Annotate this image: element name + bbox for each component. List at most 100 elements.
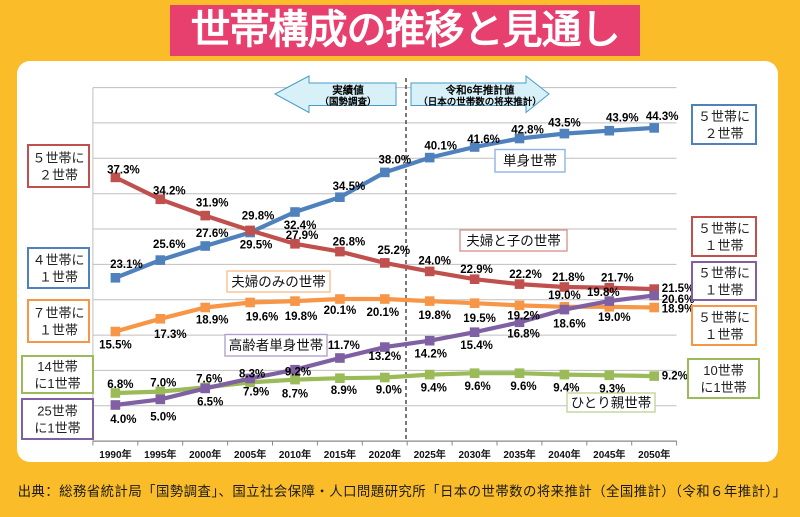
svg-text:7.0%: 7.0% [150, 378, 176, 390]
svg-text:2030年: 2030年 [458, 448, 490, 461]
svg-text:25.6%: 25.6% [153, 239, 186, 251]
svg-text:25.2%: 25.2% [377, 245, 410, 257]
svg-text:18.6%: 18.6% [553, 319, 586, 331]
svg-text:9.4%: 9.4% [553, 383, 579, 395]
svg-text:19.8%: 19.8% [418, 310, 451, 322]
svg-text:44.3%: 44.3% [646, 111, 679, 123]
svg-text:１世帯: １世帯 [39, 270, 78, 285]
svg-text:7.9%: 7.9% [243, 387, 269, 399]
svg-text:1995年: 1995年 [144, 448, 176, 461]
svg-text:19.0%: 19.0% [548, 290, 581, 302]
svg-text:43.5%: 43.5% [548, 118, 581, 130]
svg-text:（国勢調査）: （国勢調査） [319, 96, 376, 108]
svg-text:19.8%: 19.8% [587, 287, 620, 299]
svg-text:10世帯: 10世帯 [703, 363, 743, 378]
svg-text:13.2%: 13.2% [368, 351, 401, 363]
svg-text:５世帯に: ５世帯に [32, 151, 84, 166]
svg-text:21.5%: 21.5% [662, 283, 695, 295]
svg-text:17.3%: 17.3% [154, 329, 187, 341]
svg-text:9.6%: 9.6% [464, 381, 490, 393]
svg-text:41.6%: 41.6% [467, 134, 500, 146]
svg-text:１世帯: １世帯 [39, 323, 78, 338]
svg-text:19.0%: 19.0% [598, 312, 631, 324]
svg-text:18.9%: 18.9% [662, 304, 695, 316]
svg-text:14.2%: 14.2% [414, 349, 447, 361]
svg-text:40.1%: 40.1% [424, 141, 457, 153]
svg-text:４世帯に: ４世帯に [32, 253, 84, 268]
svg-text:29.5%: 29.5% [240, 240, 273, 252]
svg-text:１世帯: １世帯 [704, 238, 743, 253]
svg-text:11.7%: 11.7% [328, 340, 360, 352]
svg-text:9.4%: 9.4% [421, 383, 447, 395]
svg-text:2005年: 2005年 [234, 448, 266, 461]
svg-text:20.1%: 20.1% [324, 305, 357, 317]
svg-text:夫婦と子の世帯: 夫婦と子の世帯 [466, 232, 561, 248]
svg-text:31.9%: 31.9% [196, 198, 229, 210]
svg-text:37.3%: 37.3% [107, 164, 140, 176]
svg-text:29.8%: 29.8% [242, 210, 275, 222]
svg-text:2045年: 2045年 [593, 448, 625, 461]
svg-text:18.9%: 18.9% [196, 315, 229, 327]
svg-text:５世帯に: ５世帯に [698, 109, 750, 124]
svg-text:19.8%: 19.8% [285, 311, 318, 323]
svg-text:２世帯: ２世帯 [39, 168, 78, 183]
svg-text:8.9%: 8.9% [331, 385, 357, 397]
svg-text:8.7%: 8.7% [282, 389, 308, 401]
svg-text:１世帯: １世帯 [704, 327, 743, 342]
svg-text:15.4%: 15.4% [460, 340, 493, 352]
svg-text:５世帯に: ５世帯に [698, 266, 750, 281]
svg-text:７世帯に: ７世帯に [32, 306, 84, 321]
svg-text:1990年: 1990年 [99, 448, 131, 461]
svg-text:7.6%: 7.6% [196, 373, 222, 385]
svg-text:8.3%: 8.3% [239, 368, 265, 380]
svg-text:20.6%: 20.6% [662, 294, 695, 306]
svg-text:に1世帯: に1世帯 [700, 380, 746, 395]
svg-text:34.5%: 34.5% [333, 181, 366, 193]
svg-text:2050年: 2050年 [638, 448, 670, 461]
svg-text:6.5%: 6.5% [197, 396, 223, 408]
svg-text:15.5%: 15.5% [99, 340, 132, 352]
svg-text:22.9%: 22.9% [460, 264, 493, 276]
svg-text:2010年: 2010年 [279, 448, 311, 461]
svg-text:高齢者単身世帯: 高齢者単身世帯 [229, 337, 324, 353]
svg-text:9.2%: 9.2% [662, 371, 688, 383]
svg-text:に1世帯: に1世帯 [34, 421, 80, 436]
svg-text:4.0%: 4.0% [110, 414, 136, 426]
svg-text:26.8%: 26.8% [333, 237, 366, 249]
svg-text:2035年: 2035年 [503, 448, 535, 461]
svg-text:19.5%: 19.5% [463, 313, 496, 325]
svg-text:夫婦のみの世帯: 夫婦のみの世帯 [231, 273, 326, 289]
svg-text:５世帯に: ５世帯に [698, 221, 750, 236]
svg-text:42.8%: 42.8% [511, 125, 544, 137]
svg-text:9.3%: 9.3% [599, 383, 625, 395]
svg-text:14世帯: 14世帯 [37, 359, 77, 374]
svg-text:27.6%: 27.6% [196, 228, 229, 240]
svg-text:2020年: 2020年 [369, 448, 401, 461]
svg-text:令和6年推計値: 令和6年推計値 [445, 84, 515, 97]
svg-text:１世帯: １世帯 [704, 283, 743, 298]
svg-text:5.0%: 5.0% [150, 411, 176, 423]
svg-text:9.2%: 9.2% [285, 367, 311, 379]
svg-text:27.9%: 27.9% [286, 230, 319, 242]
svg-text:22.2%: 22.2% [509, 269, 542, 281]
svg-text:25世帯: 25世帯 [37, 404, 77, 419]
svg-text:20.1%: 20.1% [366, 307, 399, 319]
svg-text:9.0%: 9.0% [376, 385, 402, 397]
svg-text:21.8%: 21.8% [552, 272, 585, 284]
svg-text:に1世帯: に1世帯 [34, 376, 80, 391]
svg-text:（日本の世帯数の将来推計）: （日本の世帯数の将来推計） [418, 96, 542, 108]
svg-text:19.6%: 19.6% [246, 312, 279, 324]
svg-text:2040年: 2040年 [548, 448, 580, 461]
svg-text:23.1%: 23.1% [110, 259, 143, 271]
svg-text:34.2%: 34.2% [153, 185, 186, 197]
svg-text:2000年: 2000年 [189, 448, 221, 461]
svg-text:6.8%: 6.8% [107, 379, 133, 391]
svg-text:38.0%: 38.0% [378, 154, 411, 166]
svg-text:16.8%: 16.8% [507, 328, 540, 340]
svg-text:24.0%: 24.0% [418, 255, 451, 267]
svg-text:実績値: 実績値 [332, 84, 364, 97]
svg-text:32.4%: 32.4% [284, 220, 317, 232]
svg-text:19.2%: 19.2% [507, 310, 540, 322]
svg-text:２世帯: ２世帯 [704, 126, 743, 141]
svg-text:43.9%: 43.9% [606, 113, 639, 125]
